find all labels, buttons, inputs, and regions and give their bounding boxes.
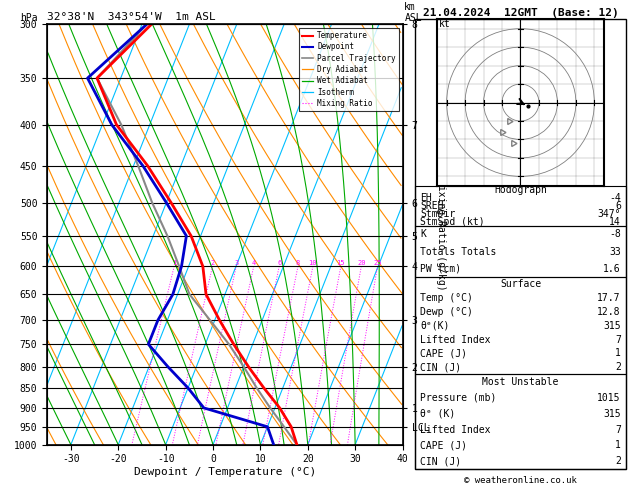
Text: 12.8: 12.8 [598,307,621,317]
Text: 6: 6 [277,260,281,266]
Text: CAPE (J): CAPE (J) [420,440,467,451]
Text: 2: 2 [615,456,621,466]
Text: 1015: 1015 [598,393,621,403]
Text: CIN (J): CIN (J) [420,362,461,372]
Text: 2: 2 [210,260,214,266]
Y-axis label: Mixing Ratio (g/kg): Mixing Ratio (g/kg) [436,179,446,290]
Text: 7: 7 [615,424,621,434]
Text: 33: 33 [609,246,621,257]
Text: 10: 10 [309,260,317,266]
Text: Temp (°C): Temp (°C) [420,293,473,303]
Text: 21.04.2024  12GMT  (Base: 12): 21.04.2024 12GMT (Base: 12) [423,8,618,18]
Text: 15: 15 [337,260,345,266]
Text: 6: 6 [615,201,621,211]
Text: Dewp (°C): Dewp (°C) [420,307,473,317]
Text: StmDir: StmDir [420,209,455,219]
Text: Pressure (mb): Pressure (mb) [420,393,496,403]
Text: 1: 1 [172,260,176,266]
Text: 8: 8 [296,260,300,266]
Text: 20: 20 [357,260,365,266]
Text: -8: -8 [609,229,621,240]
Text: 1: 1 [615,348,621,358]
Text: Totals Totals: Totals Totals [420,246,496,257]
Text: K: K [420,229,426,240]
Text: EH: EH [420,193,432,203]
Text: 1.6: 1.6 [603,263,621,274]
Text: 3: 3 [234,260,238,266]
Text: hPa: hPa [21,14,38,23]
Text: 14: 14 [609,217,621,227]
Text: 7: 7 [615,334,621,345]
Text: 315: 315 [603,321,621,330]
Text: 25: 25 [373,260,382,266]
Text: Lifted Index: Lifted Index [420,334,491,345]
Text: 2: 2 [615,362,621,372]
Text: Lifted Index: Lifted Index [420,424,491,434]
Text: 1: 1 [615,440,621,451]
Text: StmSpd (kt): StmSpd (kt) [420,217,485,227]
Text: Surface: Surface [500,279,541,289]
Text: 4: 4 [252,260,256,266]
Text: 347°: 347° [598,209,621,219]
Text: kt: kt [439,19,451,29]
Text: 17.7: 17.7 [598,293,621,303]
Text: © weatheronline.co.uk: © weatheronline.co.uk [464,476,577,485]
Text: Hodograph: Hodograph [494,185,547,195]
Text: θᵉ(K): θᵉ(K) [420,321,450,330]
Text: Most Unstable: Most Unstable [482,377,559,387]
Text: 32°38'N  343°54'W  1m ASL: 32°38'N 343°54'W 1m ASL [47,12,216,22]
Text: CAPE (J): CAPE (J) [420,348,467,358]
Text: 315: 315 [603,409,621,419]
Text: CIN (J): CIN (J) [420,456,461,466]
Legend: Temperature, Dewpoint, Parcel Trajectory, Dry Adiabat, Wet Adiabat, Isotherm, Mi: Temperature, Dewpoint, Parcel Trajectory… [299,28,399,111]
Text: -4: -4 [609,193,621,203]
Text: SREH: SREH [420,201,443,211]
X-axis label: Dewpoint / Temperature (°C): Dewpoint / Temperature (°C) [134,467,316,477]
Text: PW (cm): PW (cm) [420,263,461,274]
Text: km
ASL: km ASL [404,2,422,23]
Text: θᵉ (K): θᵉ (K) [420,409,455,419]
